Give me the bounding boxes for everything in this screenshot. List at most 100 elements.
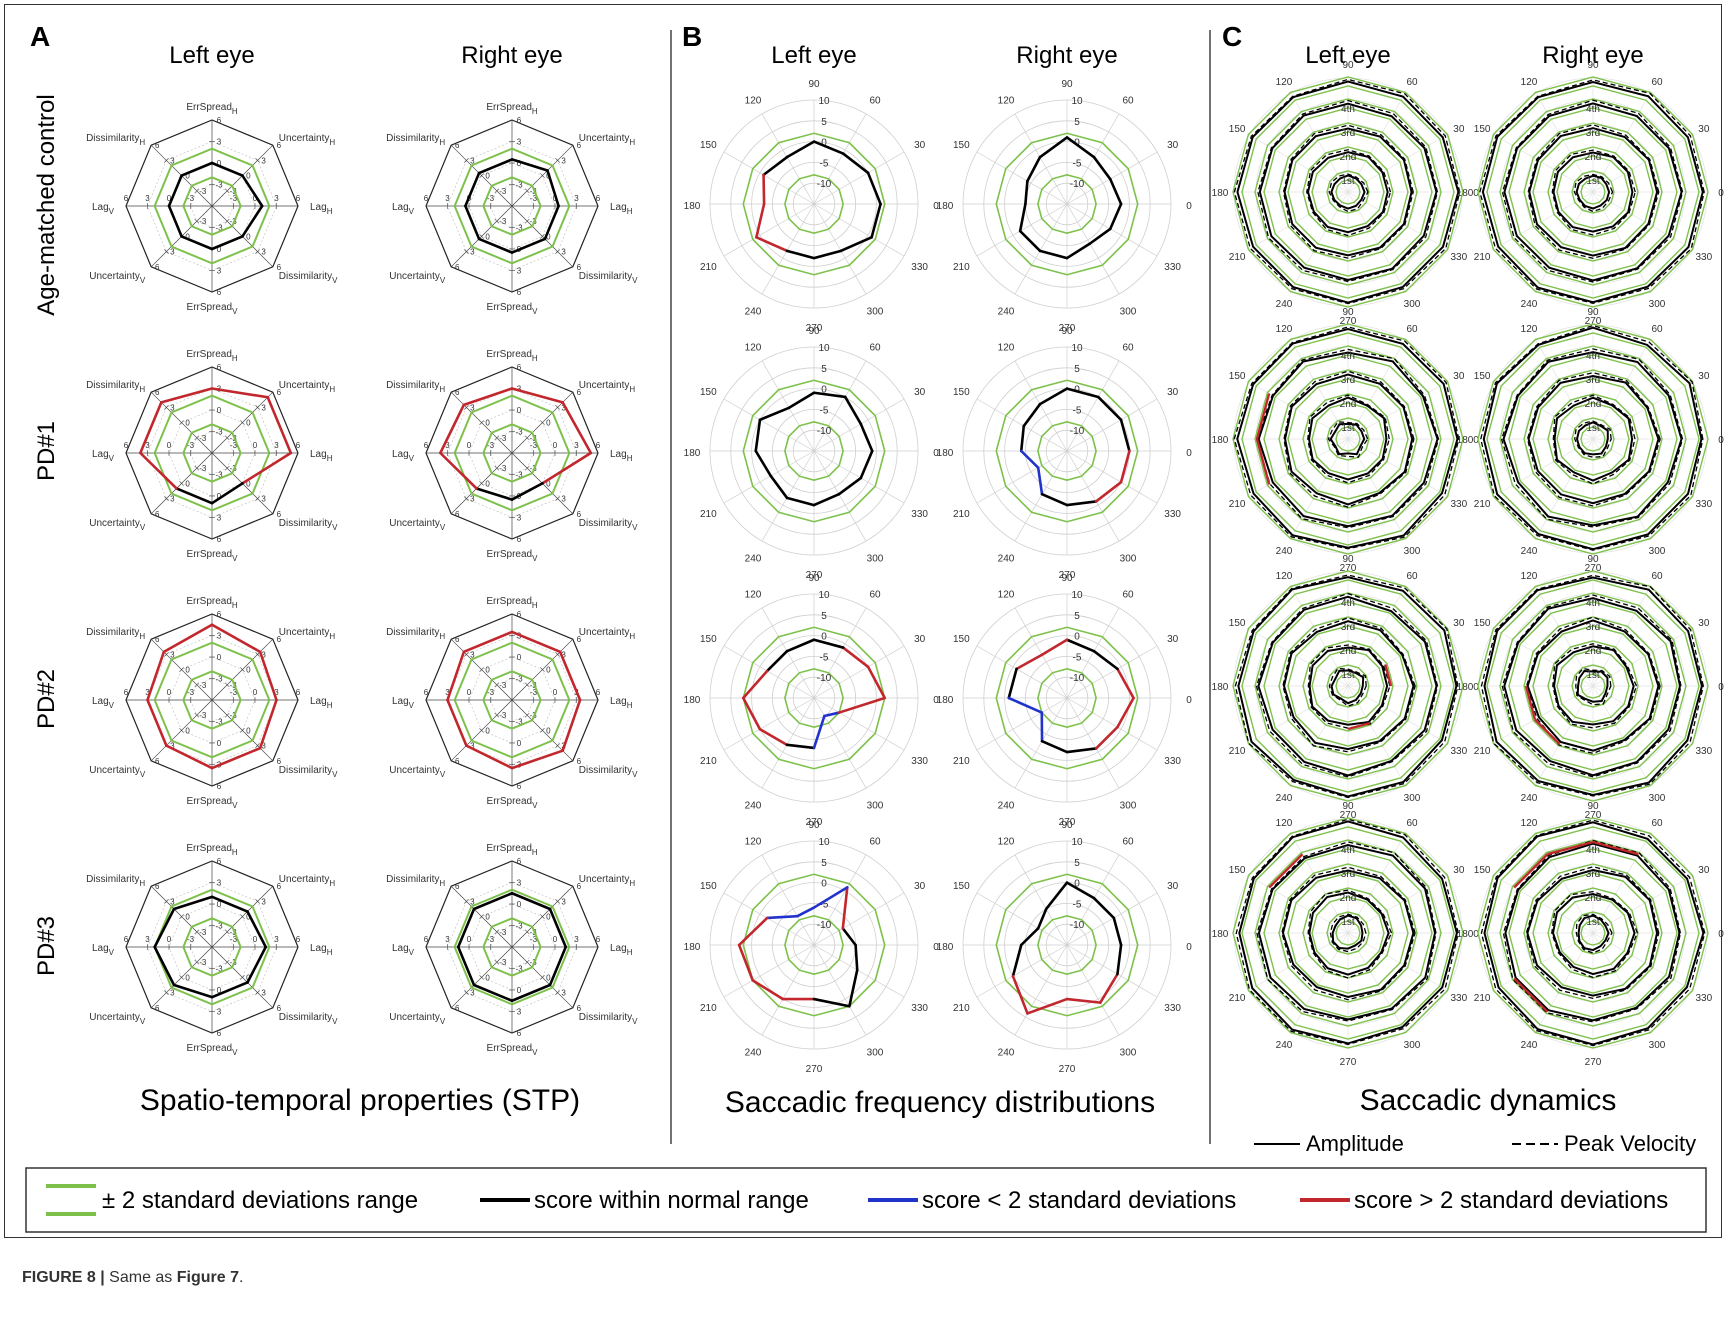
radar-tick bbox=[464, 405, 469, 410]
polar-spoke bbox=[976, 398, 1068, 452]
dynamics-order-label: 3rd bbox=[1341, 375, 1355, 386]
dynamics-normal-band bbox=[1523, 122, 1663, 262]
radar-ring-label: -3 bbox=[230, 928, 238, 937]
polar-angle-label: 120 bbox=[745, 836, 762, 847]
radar-axis-label-sub: H bbox=[327, 207, 333, 216]
radar-ring-label: 6 bbox=[217, 1029, 222, 1038]
radar-ring-label: 6 bbox=[124, 441, 129, 450]
frequency-data-segment bbox=[1022, 402, 1042, 428]
dynamics-angle-label: 180 bbox=[1212, 435, 1229, 446]
radar-ring-label: 0 bbox=[485, 973, 490, 982]
frequency-data-segment bbox=[1088, 227, 1112, 245]
polar-normal-band bbox=[1037, 668, 1097, 728]
frequency-data-segment bbox=[843, 395, 863, 426]
radar-axis-label-sub: H bbox=[627, 948, 633, 957]
radar-axis-label-sub: H bbox=[629, 879, 635, 888]
dynamics-spoke bbox=[1592, 685, 1651, 785]
dynamics-normal-band bbox=[1556, 649, 1630, 723]
polar-angle-label: 270 bbox=[1059, 323, 1076, 334]
polar-angle-label: 300 bbox=[1120, 554, 1137, 565]
radar-axis-label: ErrSpreadH bbox=[486, 596, 538, 610]
dynamics-normal-band bbox=[1254, 345, 1442, 533]
radar-axis-label-sub: H bbox=[439, 632, 445, 641]
dynamics-normal-band bbox=[1302, 640, 1394, 732]
dynamics-normal-band bbox=[1477, 817, 1709, 1049]
amplitude-trace bbox=[1526, 869, 1659, 997]
dynamics-polar-chart: 1st 2nd 3rd 4th 0 30 60 90 120 150 180 210 240 270 300… bbox=[1457, 801, 1725, 1068]
radar-tick bbox=[179, 975, 184, 980]
frequency-data-segment bbox=[859, 422, 874, 453]
radar-axis-label: DissimilarityH bbox=[386, 627, 445, 641]
dynamics-spoke bbox=[1347, 93, 1406, 193]
radar-data-segment bbox=[510, 891, 552, 911]
amplitude-trace bbox=[1481, 81, 1704, 304]
polar-angle-label: 120 bbox=[745, 95, 762, 106]
radar-data-segment bbox=[546, 169, 560, 208]
radar-tick bbox=[194, 959, 200, 965]
dynamics-spoke bbox=[1535, 191, 1594, 291]
dynamics-normal-band bbox=[1232, 570, 1464, 802]
polar-angle-label: 60 bbox=[1122, 342, 1134, 353]
polar-spoke bbox=[1066, 203, 1158, 257]
peak-velocity-trace bbox=[1501, 594, 1682, 778]
polar-spoke bbox=[813, 203, 867, 295]
radar-axis-label-main: Lag bbox=[392, 943, 409, 954]
peak-velocity-trace bbox=[1282, 617, 1416, 753]
amplitude-trace bbox=[1503, 597, 1682, 777]
radar-tick bbox=[194, 435, 200, 441]
radar-normal-band bbox=[482, 423, 542, 483]
peak-velocity-trace bbox=[1256, 841, 1437, 1022]
radar-ring-label: -3 bbox=[499, 711, 507, 720]
radar-ring-label: -3 bbox=[515, 922, 523, 931]
radar-axis-label-sub: V bbox=[140, 770, 146, 779]
peak-velocity-trace bbox=[1257, 99, 1439, 283]
dynamics-angle-label: 0 bbox=[1718, 435, 1724, 446]
radar-data-segment bbox=[210, 981, 249, 999]
radar-axis-label-sub: V bbox=[409, 454, 415, 463]
polar-radius-label: 0 bbox=[821, 632, 827, 643]
frequency-data-segment bbox=[1065, 500, 1098, 507]
radar-ring-label: 6 bbox=[277, 510, 282, 519]
polar-angle-label: 0 bbox=[1186, 201, 1192, 212]
frequency-data-segment bbox=[841, 646, 870, 669]
radar-axis-label-main: ErrSpread bbox=[486, 843, 532, 854]
radar-tick bbox=[540, 173, 545, 178]
dynamics-spoke bbox=[1592, 834, 1651, 934]
frequency-data-segment bbox=[812, 714, 826, 750]
frequency-data-segment bbox=[754, 449, 773, 478]
radar-axis-label: DissimilarityV bbox=[279, 765, 338, 779]
frequency-data-segment bbox=[1065, 242, 1092, 260]
radar-axis-label-main: ErrSpread bbox=[187, 302, 233, 313]
dynamics-normal-band bbox=[1508, 354, 1678, 524]
radar-ring-label: -3 bbox=[199, 217, 207, 226]
polar-spoke bbox=[813, 360, 867, 452]
dynamics-normal-band bbox=[1302, 393, 1394, 485]
peak-velocity-trace bbox=[1307, 644, 1391, 729]
peak-velocity-trace bbox=[1501, 99, 1684, 283]
dynamics-spoke bbox=[1249, 875, 1349, 934]
polar-angle-label: 300 bbox=[867, 554, 884, 565]
frequency-data-segment bbox=[1098, 972, 1119, 1004]
radar-axis-label-sub: V bbox=[632, 1017, 638, 1026]
dynamics-angle-label: 240 bbox=[1276, 546, 1293, 557]
dynamics-angle-label: 90 bbox=[1342, 801, 1354, 812]
radar-ring-label: -3 bbox=[230, 187, 238, 196]
dynamics-spoke bbox=[1592, 191, 1651, 291]
dynamics-normal-band bbox=[1278, 616, 1418, 756]
radar-normal-band bbox=[153, 641, 271, 759]
radar-ring-label: -3 bbox=[215, 471, 223, 480]
polar-angle-label: 240 bbox=[998, 1048, 1015, 1059]
radar-ring-label: -3 bbox=[530, 688, 538, 697]
radar-axis-label: ErrSpreadH bbox=[186, 102, 238, 116]
polar-angle-label: 120 bbox=[998, 95, 1015, 106]
polar-angle-label: 240 bbox=[745, 1048, 762, 1059]
amplitude-trace bbox=[1576, 669, 1609, 703]
radar-tick bbox=[494, 218, 500, 224]
caption-ref: Figure 7 bbox=[176, 1269, 239, 1286]
radar-ring-label: 0 bbox=[553, 688, 558, 697]
dynamics-spoke bbox=[1494, 875, 1594, 934]
radar-tick bbox=[494, 682, 500, 688]
radar-axis-label-main: Uncertainty bbox=[579, 133, 630, 144]
dynamics-order-label: 3rd bbox=[1586, 128, 1600, 139]
dynamics-order-label: 4th bbox=[1341, 845, 1355, 856]
